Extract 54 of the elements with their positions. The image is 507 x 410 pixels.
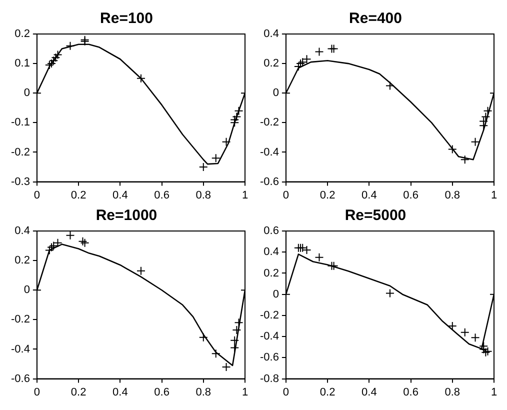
chart-title: Re=5000 [344, 207, 406, 224]
y-tick-label: 0.6 [264, 225, 279, 238]
x-tick-label: 1 [242, 386, 248, 398]
x-tick-label: 0 [34, 386, 40, 398]
y-tick-label: 0 [272, 87, 279, 100]
x-tick-label: 0.8 [444, 386, 460, 398]
y-tick-label: 0.2 [264, 267, 279, 280]
x-tick-label: 0 [282, 386, 290, 398]
x-tick-label: 0.4 [112, 189, 128, 202]
x-tick-label: 1 [490, 386, 498, 398]
y-tick-label: 0.2 [264, 58, 279, 70]
y-tick-label: 0.1 [14, 58, 30, 70]
y-tick-label: 0.4 [14, 225, 30, 238]
y-tick-label: 0 [272, 288, 279, 300]
x-tick-label: 0.2 [320, 189, 336, 202]
chart-title: Re=400 [349, 10, 402, 28]
y-tick-label: -0.6 [10, 372, 30, 385]
x-tick-label: 0.4 [112, 386, 128, 398]
y-tick-label: 0.2 [14, 28, 30, 40]
y-tick-label: -0.1 [10, 116, 30, 129]
y-tick-label: -0.2 [10, 314, 30, 326]
x-tick-label: 1 [490, 189, 498, 202]
x-tick-label: 0.6 [154, 386, 170, 398]
y-tick-label: 0.4 [264, 28, 279, 40]
x-tick-label: 0.4 [362, 189, 377, 202]
y-tick-label: -0.4 [10, 343, 30, 356]
y-tick-label: 0 [24, 284, 30, 296]
x-tick-label: 0 [34, 189, 40, 202]
chart-title: Re=1000 [96, 207, 158, 224]
y-tick-label: -0.4 [260, 330, 279, 343]
y-tick-label: -0.2 [10, 146, 30, 158]
y-tick-label: -0.2 [260, 309, 279, 322]
y-tick-label: -0.3 [10, 176, 30, 188]
x-tick-label: 0.2 [320, 386, 336, 398]
x-tick-label: 0 [282, 189, 290, 202]
x-tick-label: 0.8 [196, 386, 212, 398]
x-tick-label: 0.6 [403, 386, 418, 398]
y-tick-label: -0.4 [260, 146, 279, 158]
y-tick-label: 0.4 [264, 246, 279, 258]
x-tick-label: 0.2 [70, 189, 86, 202]
y-tick-label: -0.8 [260, 372, 279, 385]
y-tick-label: -0.2 [260, 116, 279, 129]
x-tick-label: 0.6 [403, 189, 418, 202]
y-tick-label: -0.6 [260, 352, 279, 364]
x-tick-label: 0.8 [444, 189, 460, 202]
x-tick-label: 0.2 [70, 386, 86, 398]
x-tick-label: 1 [242, 189, 248, 202]
y-tick-label: 0 [24, 87, 30, 100]
x-tick-label: 0.4 [362, 386, 377, 398]
x-tick-label: 0.6 [154, 189, 170, 202]
chart-title: Re=100 [100, 10, 153, 28]
y-tick-label: 0.2 [14, 254, 30, 267]
x-tick-label: 0.8 [196, 189, 212, 202]
y-tick-label: -0.6 [260, 176, 279, 188]
